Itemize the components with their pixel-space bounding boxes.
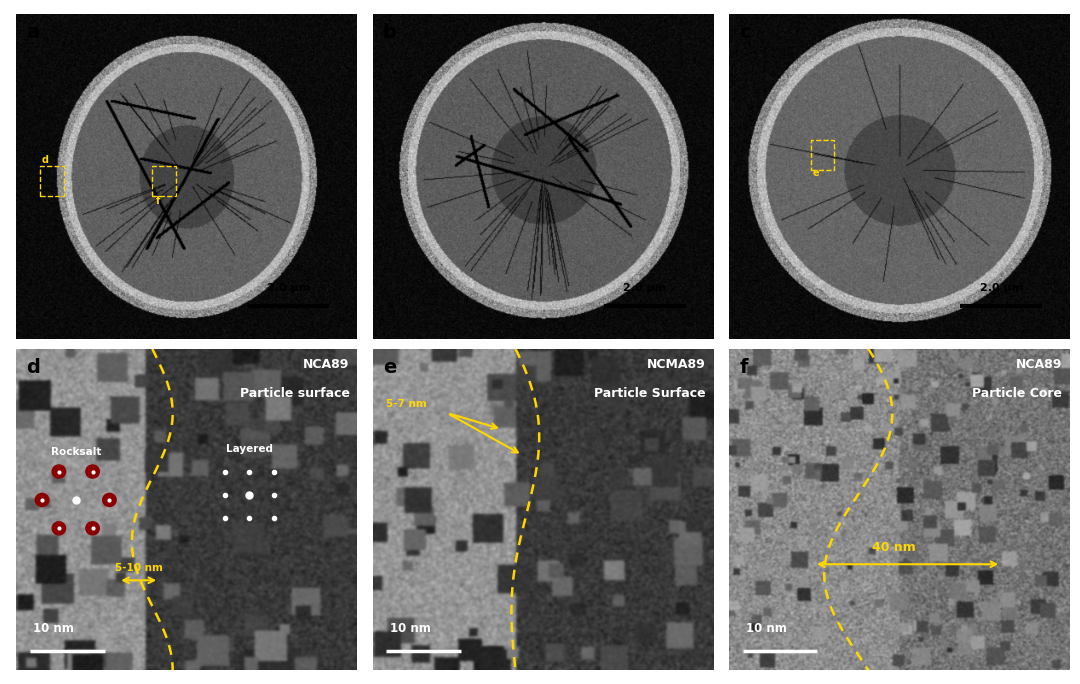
Bar [811,140,835,170]
Text: b: b [382,23,396,42]
Text: d: d [42,155,49,165]
Text: 2.0 μm: 2.0 μm [267,283,310,293]
Text: Particle Core: Particle Core [972,387,1063,400]
Text: 2.0 μm: 2.0 μm [980,283,1023,293]
Text: e: e [812,168,819,178]
Text: f: f [156,196,160,206]
Text: Particle Surface: Particle Surface [594,387,706,400]
Text: 10 nm: 10 nm [33,622,75,635]
Text: 2.0 μm: 2.0 μm [623,283,666,293]
Text: e: e [382,358,396,378]
Bar [152,166,176,196]
Text: NCMA89: NCMA89 [647,358,706,371]
Text: Particle surface: Particle surface [240,387,350,400]
Text: 40 nm: 40 nm [872,541,916,554]
Text: 5-7 nm: 5-7 nm [387,399,427,409]
Text: NCA89: NCA89 [303,358,350,371]
Text: NCA89: NCA89 [1016,358,1063,371]
Text: 10 nm: 10 nm [746,622,787,635]
Text: d: d [26,358,40,378]
Text: f: f [739,358,747,378]
Text: a: a [26,23,40,42]
Bar [40,166,64,196]
Text: 10 nm: 10 nm [390,622,431,635]
Text: c: c [739,23,751,42]
Text: 5-10 nm: 5-10 nm [114,563,163,573]
